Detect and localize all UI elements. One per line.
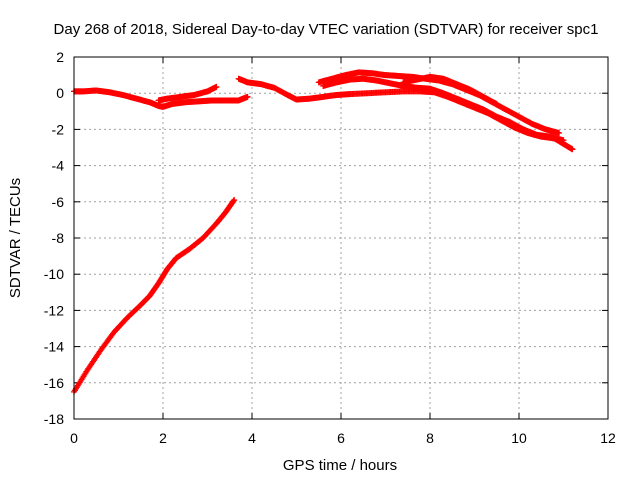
x-axis-label: GPS time / hours [283, 457, 397, 474]
series-low-start [71, 196, 238, 395]
x-tick-label: 12 [600, 430, 616, 446]
ticks: 0 2 4 6 8 10 12 2 0 -2 -4 -6 -8 -10 -12 -14 -16 -18 [44, 49, 616, 446]
plot-frame [73, 56, 609, 420]
data-point [493, 101, 500, 108]
x-tick-label: 6 [337, 430, 345, 446]
chart-title: Day 268 of 2018, Sidereal Day-to-day VTE… [54, 21, 599, 38]
series-upper-band-2 [320, 75, 567, 144]
x-tick-label: 8 [426, 430, 434, 446]
series-upper-band-3 [400, 73, 500, 108]
x-tick-label: 0 [70, 430, 78, 446]
y-tick-label: -10 [44, 266, 64, 282]
data-point [213, 83, 220, 90]
y-tick-label: -8 [52, 230, 65, 246]
grid [74, 57, 608, 419]
series-main-early [71, 87, 251, 110]
data-points [71, 69, 576, 395]
x-tick-label: 10 [511, 430, 527, 446]
data-point [556, 130, 563, 137]
y-tick-label: 0 [56, 85, 64, 101]
y-tick-label: -16 [44, 375, 64, 391]
data-point [231, 196, 238, 203]
y-tick-label: -18 [44, 411, 64, 427]
y-tick-label: 2 [56, 49, 64, 65]
y-tick-label: -2 [52, 121, 65, 137]
series-main-early-b [155, 83, 220, 104]
data-point [569, 146, 576, 153]
x-tick-label: 2 [159, 430, 167, 446]
x-tick-label: 4 [248, 430, 256, 446]
data-point [244, 93, 251, 100]
y-tick-label: -14 [44, 339, 64, 355]
y-tick-label: -4 [52, 158, 65, 174]
y-axis-label: SDTVAR / TECUs [7, 178, 24, 298]
data-point [560, 137, 567, 144]
y-tick-label: -6 [52, 194, 65, 210]
y-tick-label: -12 [44, 302, 64, 318]
